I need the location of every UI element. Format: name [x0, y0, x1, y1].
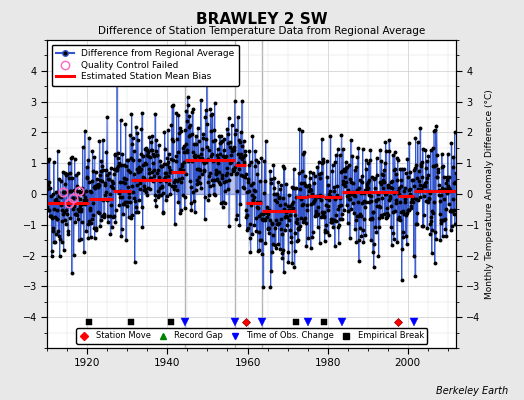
Y-axis label: Monthly Temperature Anomaly Difference (°C): Monthly Temperature Anomaly Difference (… [485, 89, 494, 299]
Text: Berkeley Earth: Berkeley Earth [436, 386, 508, 396]
Legend: Station Move, Record Gap, Time of Obs. Change, Empirical Break: Station Move, Record Gap, Time of Obs. C… [76, 328, 427, 344]
Text: Difference of Station Temperature Data from Regional Average: Difference of Station Temperature Data f… [99, 26, 425, 36]
Text: BRAWLEY 2 SW: BRAWLEY 2 SW [196, 12, 328, 27]
